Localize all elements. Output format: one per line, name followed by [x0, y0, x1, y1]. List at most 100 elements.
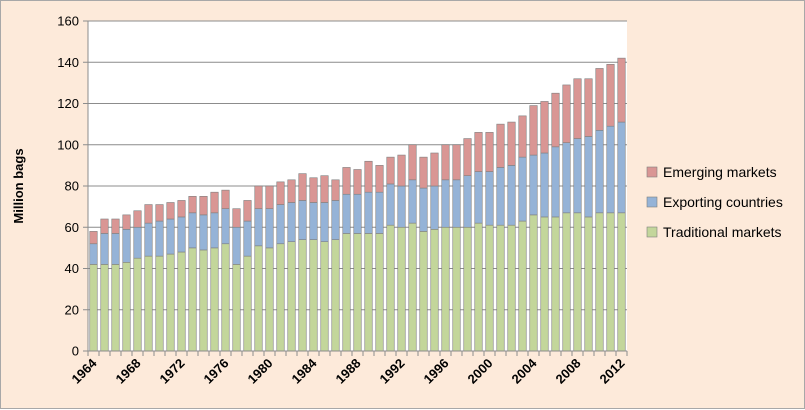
bar-traditional-1990 — [375, 233, 384, 352]
bar-exporting-1975 — [210, 212, 219, 249]
bar-traditional-1987 — [342, 233, 351, 352]
bar-exporting-1974 — [199, 214, 208, 251]
bar-emerging-1965 — [100, 218, 109, 234]
bar-traditional-1986 — [331, 239, 340, 352]
bar-traditional-1982 — [287, 241, 296, 352]
bar-traditional-1984 — [309, 239, 318, 352]
bar-exporting-2004 — [529, 154, 538, 216]
y-tick-label: 100 — [57, 137, 79, 152]
bar-emerging-1979 — [254, 185, 263, 209]
y-tick-labels: 0 20 40 60 80 100 120 140 160 — [57, 14, 79, 359]
bar-traditional-1996 — [441, 226, 450, 352]
bar-emerging-1968 — [133, 210, 142, 228]
bar-traditional-1970 — [155, 255, 164, 352]
bar-traditional-1998 — [463, 226, 472, 352]
legend-swatch-traditional — [646, 226, 658, 238]
bar-traditional-2000 — [485, 224, 494, 352]
bar-traditional-1975 — [210, 247, 219, 352]
bar-traditional-1983 — [298, 239, 307, 352]
bar-traditional-1995 — [430, 229, 439, 352]
bar-traditional-1972 — [177, 251, 186, 352]
axes — [87, 21, 628, 356]
bar-exporting-2010 — [595, 130, 604, 214]
bar-traditional-1981 — [276, 243, 285, 352]
bar-exporting-1986 — [331, 200, 340, 240]
x-tick-label: 2008 — [553, 356, 584, 387]
bars — [89, 57, 626, 352]
bar-exporting-1998 — [463, 175, 472, 228]
bar-emerging-1993 — [408, 144, 417, 181]
y-tick-label: 120 — [57, 96, 79, 111]
bar-exporting-2001 — [496, 167, 505, 226]
bar-traditional-1992 — [397, 226, 406, 352]
bar-emerging-1991 — [386, 156, 395, 185]
bar-emerging-2006 — [551, 92, 560, 148]
bar-emerging-2001 — [496, 123, 505, 168]
bar-traditional-1971 — [166, 253, 175, 352]
bar-emerging-1981 — [276, 181, 285, 205]
bar-exporting-1970 — [155, 220, 164, 257]
bar-traditional-1989 — [364, 233, 373, 352]
x-tick-label: 2000 — [465, 356, 496, 387]
bar-emerging-1996 — [441, 144, 450, 181]
y-axis-label: Million bags — [11, 148, 26, 223]
x-tick-label: 1972 — [157, 356, 188, 387]
y-tick-label: 140 — [57, 55, 79, 70]
bar-emerging-2005 — [540, 101, 549, 154]
x-tick-label: 1988 — [333, 356, 364, 387]
bar-emerging-2010 — [595, 68, 604, 131]
x-tick-label: 2012 — [597, 356, 628, 387]
bar-exporting-1994 — [419, 187, 428, 232]
bar-exporting-1993 — [408, 179, 417, 224]
bar-traditional-2009 — [584, 216, 593, 352]
bar-emerging-1974 — [199, 196, 208, 216]
bar-exporting-2009 — [584, 136, 593, 218]
bar-traditional-1977 — [232, 264, 241, 352]
bar-traditional-1999 — [474, 222, 483, 352]
x-tick-label: 2004 — [509, 355, 541, 387]
bar-traditional-1978 — [243, 255, 252, 352]
bar-emerging-2002 — [507, 121, 516, 166]
bar-exporting-1997 — [452, 179, 461, 228]
bar-emerging-1967 — [122, 214, 131, 230]
bar-traditional-1974 — [199, 249, 208, 352]
bar-exporting-1999 — [474, 171, 483, 224]
legend-label-emerging: Emerging markets — [663, 164, 777, 180]
bar-traditional-2004 — [529, 214, 538, 352]
bar-exporting-2005 — [540, 152, 549, 218]
bar-emerging-2000 — [485, 132, 494, 172]
y-tick-label: 40 — [65, 261, 79, 276]
bar-exporting-1990 — [375, 191, 384, 234]
bar-emerging-1973 — [188, 196, 197, 214]
bar-exporting-1984 — [309, 202, 318, 240]
x-tick-label: 1984 — [289, 355, 321, 387]
bar-exporting-1967 — [122, 229, 131, 263]
bar-traditional-1985 — [320, 241, 329, 352]
x-tick-label: 1964 — [69, 355, 101, 387]
bar-traditional-1968 — [133, 257, 142, 352]
bar-traditional-2003 — [518, 220, 527, 352]
bar-emerging-2012 — [617, 57, 626, 123]
bar-traditional-1991 — [386, 224, 395, 352]
legend-swatch-emerging — [646, 166, 658, 178]
bar-emerging-1990 — [375, 165, 384, 193]
bar-traditional-2010 — [595, 212, 604, 352]
bar-exporting-1992 — [397, 185, 406, 228]
bar-emerging-1988 — [353, 169, 362, 195]
bar-emerging-1992 — [397, 154, 406, 187]
bar-emerging-1999 — [474, 132, 483, 172]
bar-exporting-2003 — [518, 156, 527, 222]
bar-emerging-1989 — [364, 160, 373, 193]
bar-exporting-1977 — [232, 226, 241, 265]
bar-traditional-2005 — [540, 216, 549, 352]
bar-exporting-1991 — [386, 183, 395, 226]
bar-exporting-2012 — [617, 121, 626, 214]
bar-traditional-1976 — [221, 243, 230, 352]
bar-traditional-1966 — [111, 264, 120, 352]
bar-emerging-1976 — [221, 189, 230, 209]
bar-emerging-1994 — [419, 156, 428, 189]
bar-traditional-2011 — [606, 212, 615, 352]
bar-exporting-1965 — [100, 233, 109, 265]
bar-exporting-1971 — [166, 218, 175, 255]
